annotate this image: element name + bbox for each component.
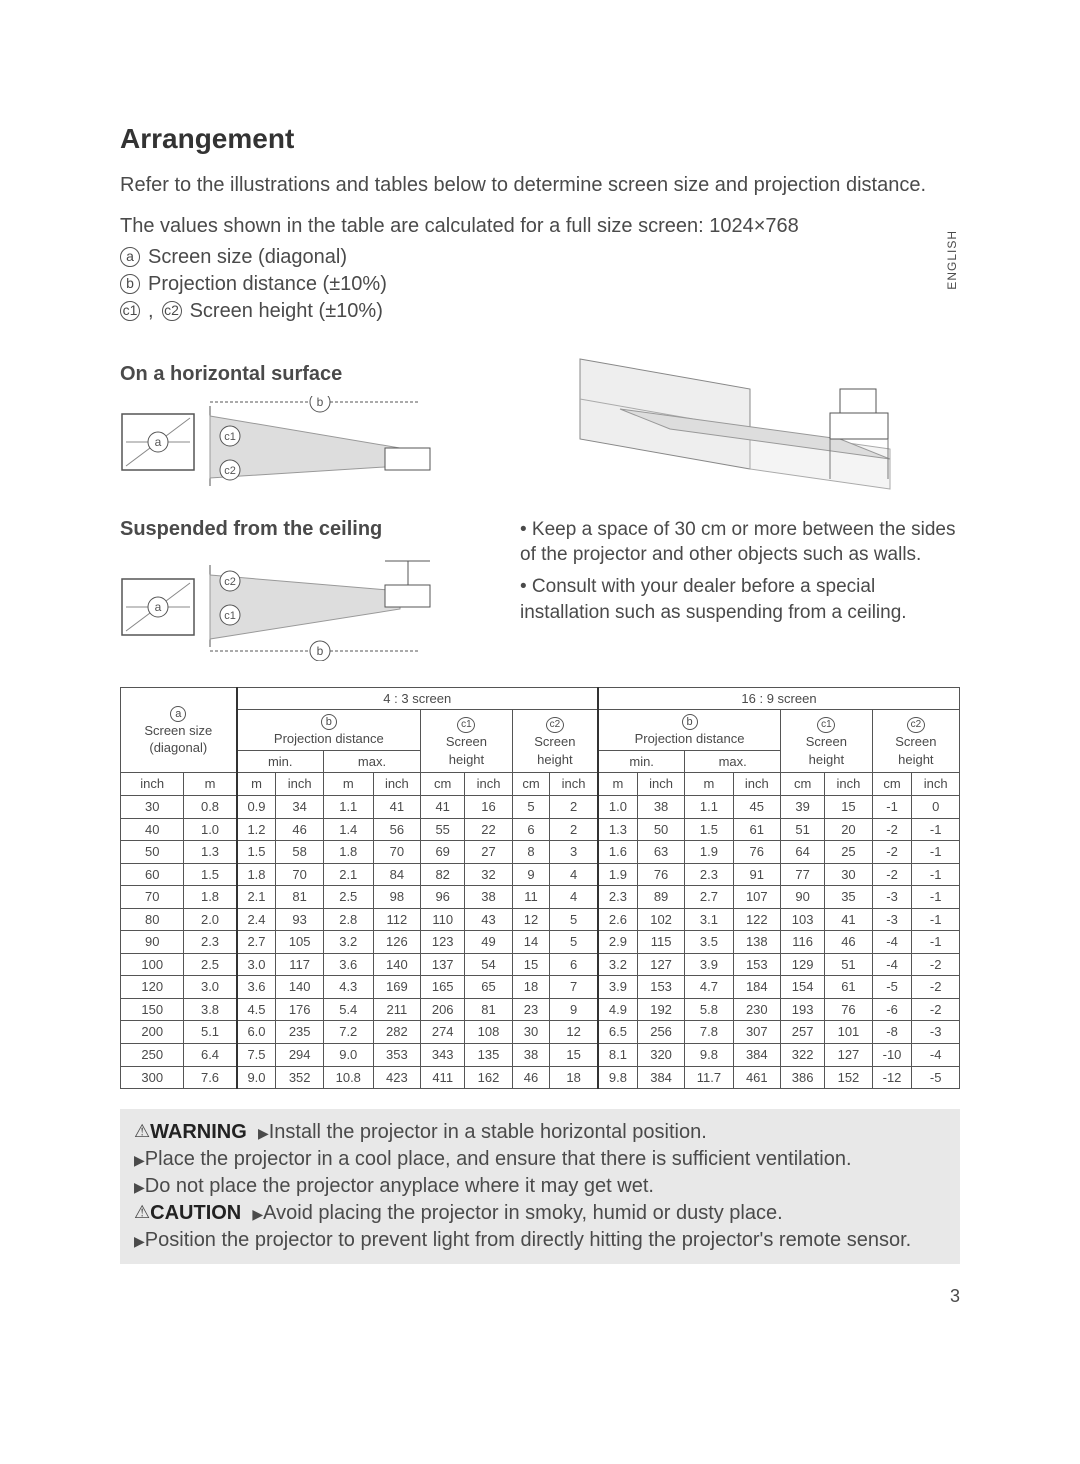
table-row: 802.02.4932.8112110431252.61023.11221034…	[121, 908, 960, 931]
table-row: 1503.84.51765.4211206812394.91925.823019…	[121, 998, 960, 1021]
svg-text:b: b	[317, 396, 324, 409]
svg-text:a: a	[155, 600, 162, 614]
language-label: ENGLISH	[944, 230, 960, 290]
table-row: 1002.53.01173.6140137541563.21273.915312…	[121, 953, 960, 976]
diagram-horizontal: a b c1 c2	[120, 396, 440, 504]
warning-label: WARNING	[150, 1121, 247, 1143]
arrow-icon	[252, 1202, 263, 1224]
note-2: • Consult with your dealer before a spec…	[520, 574, 960, 625]
warning-box: WARNING Install the projector in a stabl…	[120, 1109, 960, 1264]
arrow-icon	[134, 1175, 145, 1197]
arrow-icon	[134, 1148, 145, 1170]
svg-text:c2: c2	[224, 465, 236, 477]
warning-item-0: Install the projector in a stable horizo…	[269, 1121, 707, 1143]
svg-text:c2: c2	[224, 576, 236, 588]
table-row: 2005.16.02357.228227410830126.52567.8307…	[121, 1021, 960, 1044]
arrow-icon	[258, 1121, 269, 1143]
def-c: Screen height (±10%)	[190, 298, 383, 325]
caution-item-1: Position the projector to prevent light …	[145, 1229, 911, 1251]
label-c2-icon: c2	[162, 301, 182, 321]
caution-item-0: Avoid placing the projector in smoky, hu…	[263, 1202, 783, 1224]
label-c1-icon: c1	[120, 301, 140, 321]
label-a-icon: a	[120, 247, 140, 267]
notes: • Keep a space of 30 cm or more between …	[520, 517, 960, 626]
table-row: 501.31.5581.8706927831.6631.9766425-2-1	[121, 841, 960, 864]
page-number: 3	[120, 1284, 960, 1308]
label-b-icon: b	[120, 274, 140, 294]
svg-text:b: b	[317, 644, 324, 658]
diagram-suspended: a b c2 c1	[120, 551, 440, 669]
svg-text:a: a	[155, 435, 162, 449]
table-row: 2506.47.52949.035334313538158.13209.8384…	[121, 1044, 960, 1067]
table-row: 401.01.2461.4565522621.3501.5615120-2-1	[121, 818, 960, 841]
table-row: 902.32.71053.2126123491452.91153.5138116…	[121, 931, 960, 954]
svg-text:c1: c1	[224, 610, 236, 622]
def-a: Screen size (diagonal)	[148, 244, 347, 271]
intro-text: Refer to the illustrations and tables be…	[120, 172, 960, 199]
warning-icon	[134, 1121, 150, 1143]
comma: ,	[148, 298, 154, 325]
note-1: • Keep a space of 30 cm or more between …	[520, 517, 960, 568]
suspended-header: Suspended from the ceiling	[120, 516, 460, 543]
horizontal-header: On a horizontal surface	[120, 361, 460, 388]
warning-item-1: Place the projector in a cool place, and…	[145, 1148, 852, 1170]
caution-icon	[134, 1202, 150, 1224]
definitions: a Screen size (diagonal) b Projection di…	[120, 244, 960, 325]
warning-item-2: Do not place the projector anyplace wher…	[145, 1175, 654, 1197]
arrow-icon	[134, 1229, 145, 1251]
page-title: Arrangement	[120, 120, 960, 158]
values-note: The values shown in the table are calcul…	[120, 213, 960, 240]
table-row: 601.51.8702.1848232941.9762.3917730-2-1	[121, 863, 960, 886]
projection-table: a Screen size (diagonal) 4 : 3 screen 16…	[120, 687, 960, 1089]
table-row: 300.80.9341.1414116521.0381.1453915-10	[121, 795, 960, 818]
caution-label: CAUTION	[150, 1202, 241, 1224]
table-body: 300.80.9341.1414116521.0381.1453915-1040…	[121, 795, 960, 1088]
table-row: 701.82.1812.59896381142.3892.71079035-3-…	[121, 886, 960, 909]
svg-text:c1: c1	[224, 431, 236, 443]
table-row: 3007.69.035210.842341116246189.838411.74…	[121, 1066, 960, 1089]
table-row: 1203.03.61404.3169165651873.91534.718415…	[121, 976, 960, 999]
def-b: Projection distance (±10%)	[148, 271, 387, 298]
diagram-isometric	[520, 349, 920, 517]
